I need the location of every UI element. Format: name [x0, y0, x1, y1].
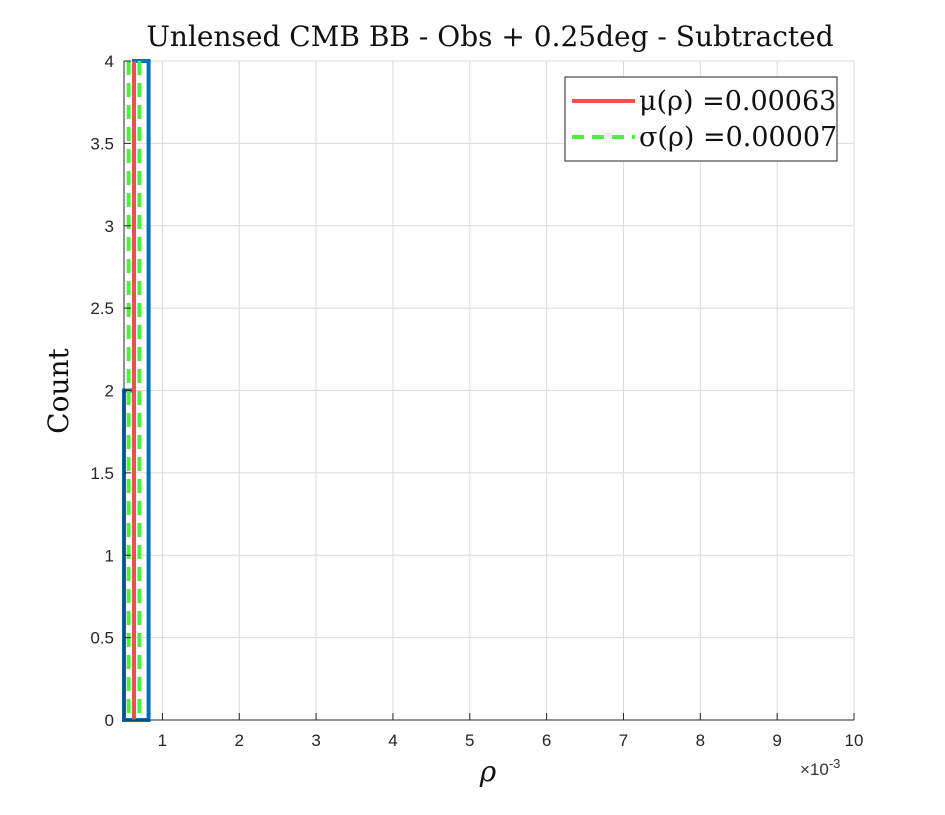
y-tick-label: 3.5 [90, 134, 114, 153]
x-axis-exponent: ×10-3 [800, 756, 840, 779]
y-tick-labels: 0 0.5 1 1.5 2 2.5 3 3.5 4 [90, 52, 114, 730]
legend: μ(ρ) =0.00063 σ(ρ) =0.00007 [564, 76, 838, 162]
x-tick-labels: 1 2 3 4 5 6 7 8 9 10 [158, 731, 864, 750]
x-exponent-power: -3 [829, 756, 841, 771]
x-axis-label: ρ [479, 755, 497, 788]
x-tick-label: 4 [388, 731, 397, 750]
x-tick-label: 5 [465, 731, 474, 750]
y-tick-label: 1.5 [90, 464, 114, 483]
legend-box [564, 76, 838, 162]
x-tick-label: 1 [158, 731, 167, 750]
x-tick-label: 6 [542, 731, 551, 750]
axes [123, 60, 855, 721]
legend-label: σ(ρ) =0.00007 [639, 122, 837, 153]
y-tick-label: 0 [105, 711, 114, 730]
statistic-lines [126, 61, 142, 720]
x-tick-label: 9 [772, 731, 781, 750]
chart-title: Unlensed CMB BB - Obs + 0.25deg - Subtra… [146, 20, 833, 53]
x-tick-label: 8 [696, 731, 705, 750]
x-exponent-base: ×10 [800, 760, 829, 779]
y-axis-label: Count [42, 347, 75, 433]
x-tick-label: 10 [845, 731, 864, 750]
x-tick-label: 2 [235, 731, 244, 750]
y-tick-label: 3 [105, 217, 114, 236]
y-tick-label: 2 [105, 382, 114, 401]
y-tick-label: 2.5 [90, 299, 114, 318]
y-tick-label: 0.5 [90, 629, 114, 648]
y-tick-label: 4 [105, 52, 114, 71]
x-tick-label: 7 [619, 731, 628, 750]
legend-label: μ(ρ) =0.00063 [639, 86, 836, 117]
x-tick-label: 3 [311, 731, 320, 750]
y-tick-label: 1 [105, 546, 114, 565]
